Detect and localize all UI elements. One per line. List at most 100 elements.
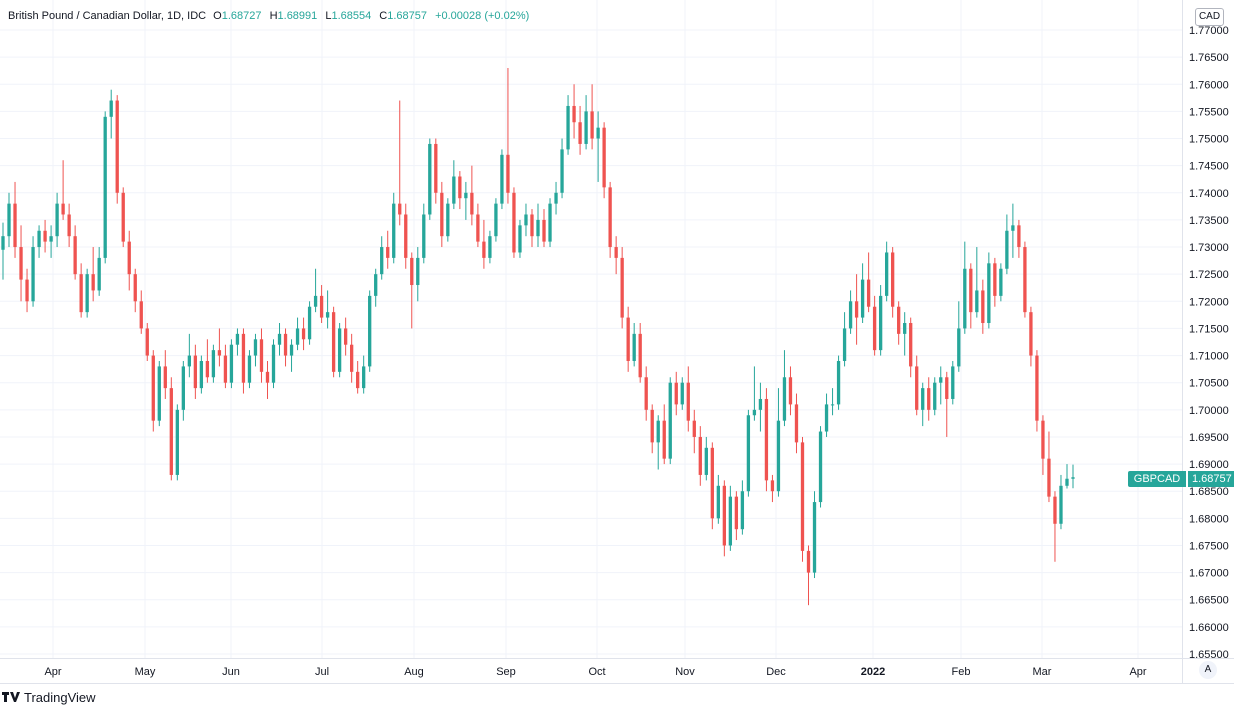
candle	[1017, 219, 1021, 258]
auto-scale-button[interactable]: A	[1199, 661, 1217, 679]
candle-body	[1041, 420, 1045, 459]
candle	[271, 339, 276, 389]
candle-body	[271, 344, 276, 383]
candle	[253, 333, 258, 367]
candle	[716, 474, 720, 524]
candle-body	[872, 306, 877, 351]
candle-body	[999, 268, 1003, 296]
candle	[692, 409, 696, 454]
candle	[945, 371, 949, 437]
candle	[380, 236, 384, 280]
candle-body	[428, 143, 432, 215]
candle	[987, 252, 991, 329]
candle-body	[632, 333, 636, 361]
close-label: C	[379, 10, 388, 22]
candle	[530, 209, 534, 248]
candle-body	[578, 122, 582, 144]
candle-body	[325, 312, 330, 318]
candle-body	[109, 100, 113, 117]
candle-body	[43, 230, 47, 242]
candle-body	[722, 485, 727, 546]
x-tick-label: Apr	[44, 666, 61, 678]
candle	[500, 149, 504, 210]
candle-body	[79, 274, 83, 313]
candle	[1047, 431, 1051, 503]
candle-body	[656, 420, 660, 443]
close-value: 1.68757	[387, 10, 428, 22]
y-tick-label: 1.68500	[1189, 486, 1229, 498]
candle	[566, 95, 570, 155]
candle	[662, 404, 666, 465]
candle	[374, 268, 378, 307]
candle-body	[1029, 312, 1033, 356]
candle	[325, 290, 330, 329]
candle	[49, 225, 53, 258]
candle-body	[716, 485, 720, 519]
candle-body	[13, 203, 17, 248]
candle	[554, 181, 558, 215]
candle	[488, 230, 492, 264]
candle	[392, 192, 396, 264]
x-tick-label: Sep	[496, 666, 516, 678]
candle	[289, 339, 294, 372]
candle	[494, 198, 498, 242]
candle	[331, 306, 336, 378]
candle-body	[91, 274, 95, 291]
candle-body	[975, 290, 979, 313]
candle-body	[542, 219, 546, 242]
candle-body	[139, 301, 143, 329]
candle	[536, 203, 540, 248]
candle	[434, 138, 438, 204]
open-value: 1.68727	[221, 10, 262, 22]
candle	[386, 230, 390, 269]
symbol-title[interactable]: British Pound / Canadian Dollar, 1D, IDC	[8, 10, 207, 22]
candle-body	[915, 366, 919, 410]
candle	[1065, 464, 1069, 489]
y-tick-label: 1.70500	[1189, 378, 1229, 390]
x-tick-label: Feb	[952, 666, 971, 678]
candle-body	[211, 350, 216, 378]
candle	[848, 290, 853, 334]
candle-body	[319, 295, 324, 318]
candle-body	[836, 360, 841, 405]
candle	[476, 203, 480, 248]
candle	[452, 160, 456, 210]
currency-button[interactable]: CAD	[1195, 8, 1224, 26]
candle-body	[842, 328, 847, 361]
candle-body	[566, 105, 570, 150]
candle	[446, 198, 450, 242]
candle	[710, 442, 714, 530]
candle-body	[265, 371, 270, 383]
candle-body	[386, 247, 390, 258]
candle	[169, 377, 173, 481]
candle	[909, 317, 913, 378]
candle-body	[464, 192, 468, 199]
candle-body	[1005, 230, 1009, 269]
candle	[229, 339, 234, 389]
candle-body	[253, 339, 258, 356]
candle	[337, 323, 342, 378]
candle	[951, 360, 955, 405]
candle	[43, 219, 47, 253]
candle-body	[488, 236, 492, 258]
candle-body	[67, 214, 71, 237]
candle-body	[957, 328, 961, 367]
candle	[608, 181, 612, 258]
candle	[891, 247, 895, 318]
candle-body	[199, 360, 204, 389]
candle-body	[638, 333, 642, 378]
candle	[620, 247, 624, 329]
candle	[163, 350, 167, 399]
candle	[1023, 241, 1027, 318]
candle	[524, 203, 528, 237]
y-tick-label: 1.69500	[1189, 432, 1229, 444]
candle-body	[620, 257, 624, 318]
candle	[115, 95, 119, 204]
candle	[836, 355, 841, 410]
candle-body	[854, 301, 859, 318]
candle	[975, 247, 979, 318]
candle-body	[614, 247, 618, 258]
tradingview-footer[interactable]: TradingView	[2, 690, 96, 705]
y-tick-label: 1.66000	[1189, 622, 1229, 634]
